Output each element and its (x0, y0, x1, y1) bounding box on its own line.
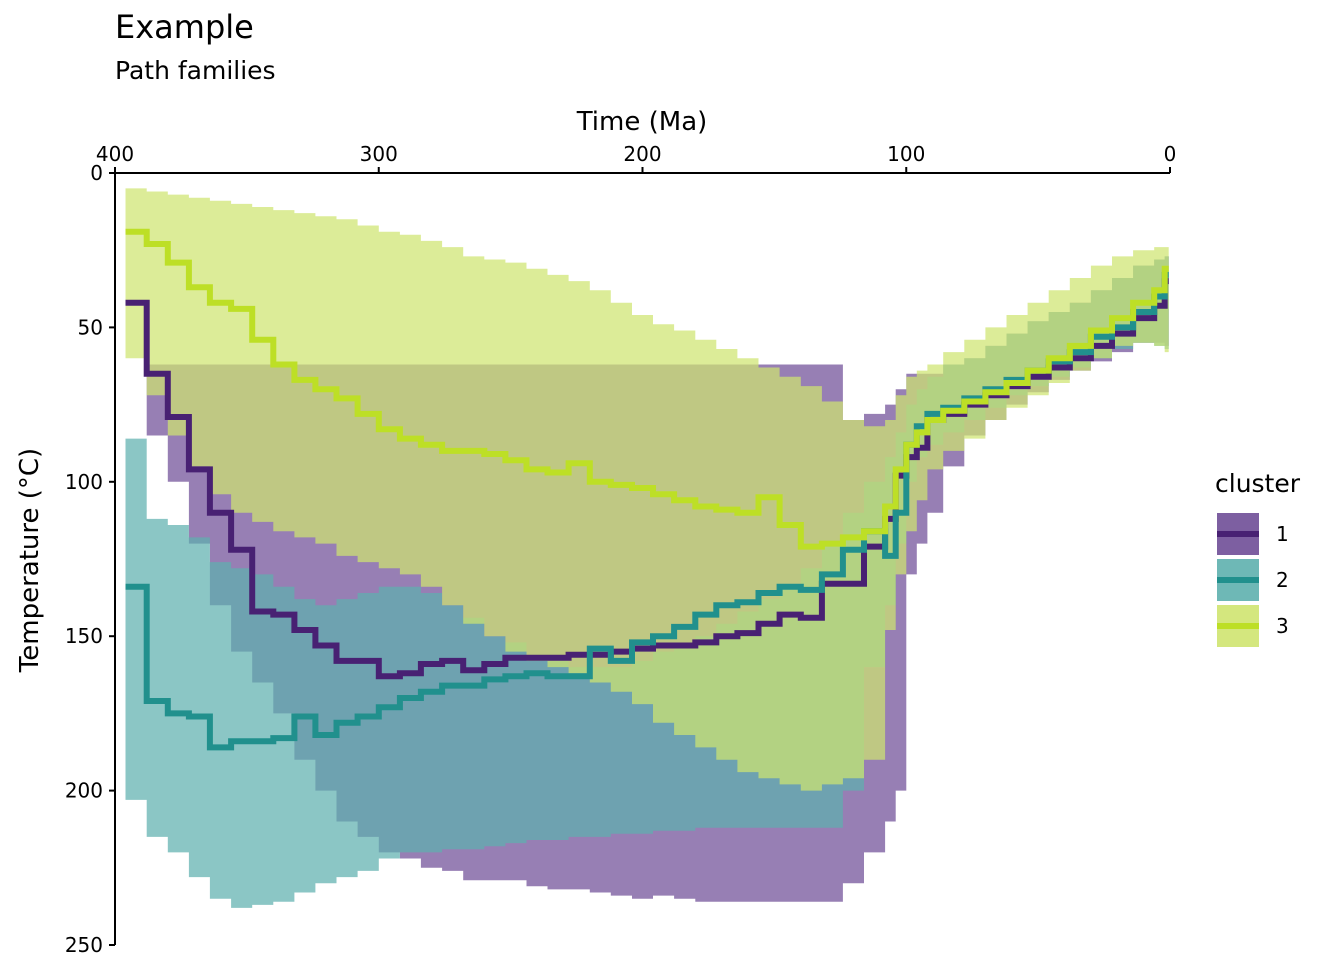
chart-title: Example (115, 8, 254, 46)
x-axis-title: Time (Ma) (576, 107, 708, 137)
legend-label-3: 3 (1276, 614, 1289, 638)
y-tick-label: 100 (65, 470, 103, 494)
line-cluster-2 (125, 271, 1169, 751)
axes-layer: 400 300 200 100 0 0 50 100 150 200 250 (65, 142, 1177, 957)
legend-title: cluster (1215, 469, 1301, 498)
line-layer (125, 228, 1169, 751)
line-cluster-1 (125, 278, 1169, 680)
band-layer (125, 188, 1169, 908)
y-tick-label: 150 (65, 624, 103, 648)
chart-subtitle: Path families (115, 56, 276, 85)
y-tick-label: 0 (90, 161, 103, 185)
x-tick-label: 100 (887, 142, 925, 166)
y-axis-title: Temperature (°C) (15, 448, 45, 673)
x-tick-label: 200 (623, 142, 661, 166)
legend: cluster 1 2 3 (1215, 469, 1301, 647)
x-tick-label: 300 (360, 142, 398, 166)
x-tick-label: 400 (96, 142, 134, 166)
x-tick-label: 0 (1164, 142, 1177, 166)
y-tick-label: 200 (65, 779, 103, 803)
y-tick-label: 50 (78, 315, 103, 339)
legend-label-2: 2 (1276, 568, 1289, 592)
line-cluster-3 (125, 228, 1169, 550)
legend-label-1: 1 (1276, 522, 1289, 546)
y-tick-label: 250 (65, 933, 103, 957)
